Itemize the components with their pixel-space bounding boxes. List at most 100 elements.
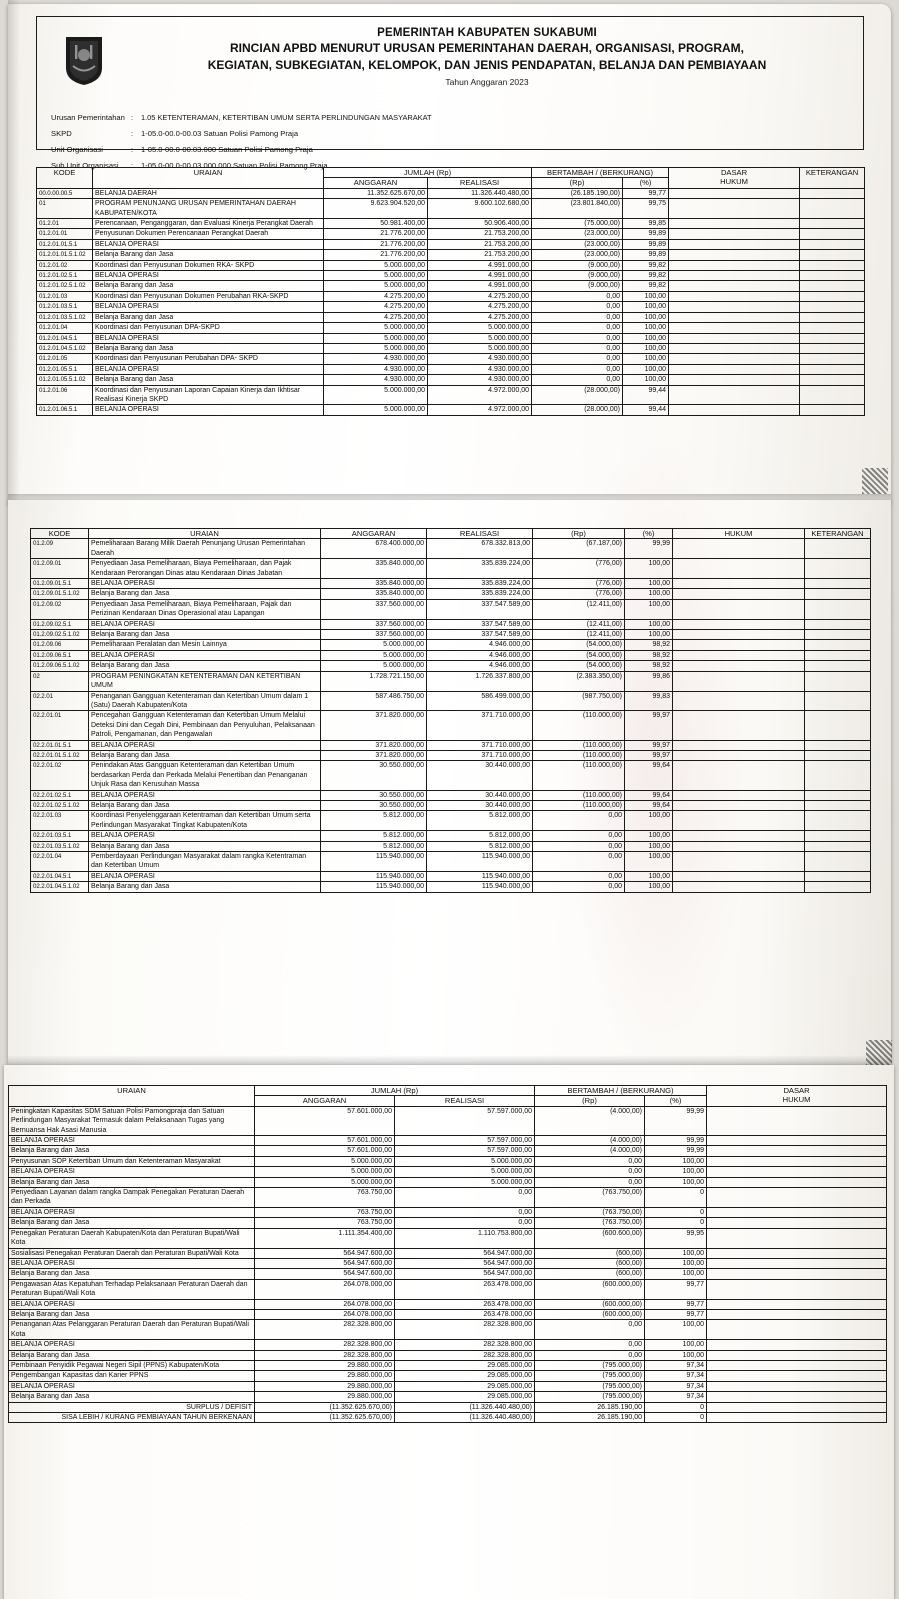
cell-keterangan [804,710,871,741]
cell-keterangan [804,810,871,832]
table-row: 01.2.09.01.5.1 BELANJA OPERASI 335.840.000… [30,578,871,590]
th-keterangan: KETERANGAN [799,167,866,189]
cell-keterangan [799,332,866,344]
th-realisasi: REALISASI [426,177,533,189]
cell-realisasi: 21.753.200,00 [426,238,533,251]
cell-keterangan [799,311,866,324]
cell-realisasi: 5.812.000,00 [426,840,533,853]
cell-uraian: Pengawasan Atas Kepatuhan Terhadap Pelak… [8,1278,255,1300]
table-row: Pengembangan Kapasitas dan Karier PPNS 29… [8,1370,888,1382]
cell-dasar-hukum [672,881,805,893]
cell-uraian: BELANJA OPERASI [8,1339,255,1351]
cell-uraian: Koordinasi dan Penyusunan Dokumen Peruba… [92,290,324,303]
cell-anggaran: 282.328.800,00 [254,1349,395,1361]
cell-kode: 02.2.01.03.5.1.02 [30,840,89,853]
table-row: 01 PROGRAM PENUNJANG URUSAN PEMERINTAHAN … [36,198,866,220]
table-row: 02.2.01.01.5.1.02 Belanja Barang dan Jasa… [30,749,871,762]
cell-anggaran: 335.840.000,00 [320,588,427,600]
cell-realisasi: 5.812.000,00 [426,830,533,842]
table-row: Penyediaan Layanan dalam rangka Dampak P… [8,1187,888,1208]
cell-realisasi: 371.710.000,00 [426,739,533,751]
cell-keterangan [799,290,866,303]
cell-uraian: Belanja Barang dan Jasa [8,1176,255,1189]
table-row: 01.2.01.03 Koordinasi dan Penyusunan Doku… [36,290,866,303]
cell-uraian: BELANJA OPERASI [8,1166,255,1178]
cell-persen: 99,83 [624,690,673,712]
th-dasar-hukum: DASAR HUKUM [706,1085,888,1107]
cell-kode: 01.2.01.02.5.1.02 [36,280,93,292]
table2-body: 01.2.09 Pemeliharaan Barang Milik Daerah … [30,538,871,893]
cell-keterangan [799,301,866,313]
cell-realisasi: 337.547.589,00 [426,629,533,641]
cell-keterangan [804,660,871,672]
th-dasar: DASAR [783,1086,810,1095]
cell-dasar-hukum [672,670,805,692]
cell-realisasi: 115.940.000,00 [426,851,533,872]
cell-persen: 0 [644,1217,708,1229]
cell-kode: 01.2.09.01 [30,558,89,580]
cell-realisasi: 337.547.589,00 [426,618,533,631]
cell-realisasi: 30.440.000,00 [426,799,533,812]
cell-keterangan [804,598,871,620]
cell-selisih: (795.000,00) [534,1391,646,1403]
cell-persen: 99,97 [624,749,673,762]
cell-keterangan [804,760,871,791]
cell-uraian: BELANJA OPERASI [88,789,321,801]
cell-uraian: Belanja Barang dan Jasa [92,374,324,386]
cell-dasar-hukum [706,1339,888,1351]
cell-selisih: 0,00 [532,851,625,872]
cell-uraian: BELANJA OPERASI [88,578,321,590]
cell-anggaran: 335.840.000,00 [320,578,427,590]
cell-persen: 99,77 [644,1308,708,1321]
table-row: 01.2.09.06.5.1 BELANJA OPERASI 5.000.000,0… [30,649,871,662]
cell-selisih: (110.000,00) [532,710,625,741]
doc-title-line1: RINCIAN APBD MENURUT URUSAN PEMERINTAHAN… [229,41,744,55]
meta-block: Urusan Pemerintahan : 1.05 KETENTERAMAN,… [51,113,431,177]
cell-selisih: (776,00) [532,588,625,600]
cell-selisih: (763.750,00) [534,1187,646,1208]
cell-realisasi: 564.947.000,00 [393,1257,536,1270]
cell-anggaran: 4.930.000,00 [323,353,428,365]
cell-dasar-hukum [668,228,801,240]
cell-persen: 100,00 [624,618,673,631]
cell-selisih: (600.000,00) [534,1308,646,1321]
cell-anggaran: 57.601.000,00 [254,1105,395,1137]
cell-uraian: BELANJA OPERASI [8,1135,255,1147]
cell-dasar-hukum [706,1319,888,1341]
cell-selisih: (600,00) [534,1247,646,1259]
cell-realisasi: 335.839.224,00 [426,558,533,580]
cell-selisih: 0,00 [532,810,625,832]
cell-uraian: BELANJA DAERAH [92,187,324,200]
table-row: 01.2.01.01 Penyusunan Dokumen Perencanaan… [36,228,866,240]
cell-selisih: 0,00 [532,870,625,883]
th-hukum: HUKUM [672,527,805,540]
th-keterangan: KETERANGAN [804,527,871,540]
cell-anggaran: (11.352.625.670,00) [254,1411,395,1424]
cell-realisasi: 4.930.000,00 [426,353,533,365]
table-row: BELANJA OPERASI 564.947.600,00 564.947.000… [8,1257,888,1270]
cell-dasar-hukum [672,598,805,620]
cell-realisasi: (11.326.440.480,00) [393,1401,536,1414]
cell-anggaran: 29.880.000,00 [254,1380,395,1393]
cell-persen: 99,99 [644,1145,708,1157]
th-kode: KODE [30,527,89,540]
cell-persen: 98,92 [624,639,673,651]
cell-persen: 100,00 [644,1155,708,1168]
gov-name: PEMERINTAH KABUPATEN SUKABUMI [377,27,597,39]
cell-anggaran: 763.750,00 [254,1187,395,1208]
cell-dasar-hukum [706,1105,888,1137]
table-row: Belanja Barang dan Jasa 282.328.800,00 282… [8,1349,888,1361]
cell-uraian: Belanja Barang dan Jasa [8,1268,255,1280]
cell-realisasi: 0,00 [393,1187,536,1208]
cell-keterangan [799,238,866,251]
cell-dasar-hukum [706,1166,888,1178]
scan-artifact-bottom [866,1040,892,1066]
th-selisih-pct: (%) [624,527,673,540]
cell-anggaran: 29.880.000,00 [254,1391,395,1403]
cell-keterangan [799,322,866,334]
cell-persen: 99,77 [622,187,670,200]
cell-dasar-hukum [668,280,801,292]
budget-table-part1: KODE URAIAN JUMLAH (Rp) BERTAMBAH / (BER… [36,166,866,416]
table1-body: 00.0.00.00.5 BELANJA DAERAH 11.352.625.670… [36,187,866,416]
table-row: 02.2.01.02 Penindakan Atas Gangguan Keten… [30,760,871,791]
